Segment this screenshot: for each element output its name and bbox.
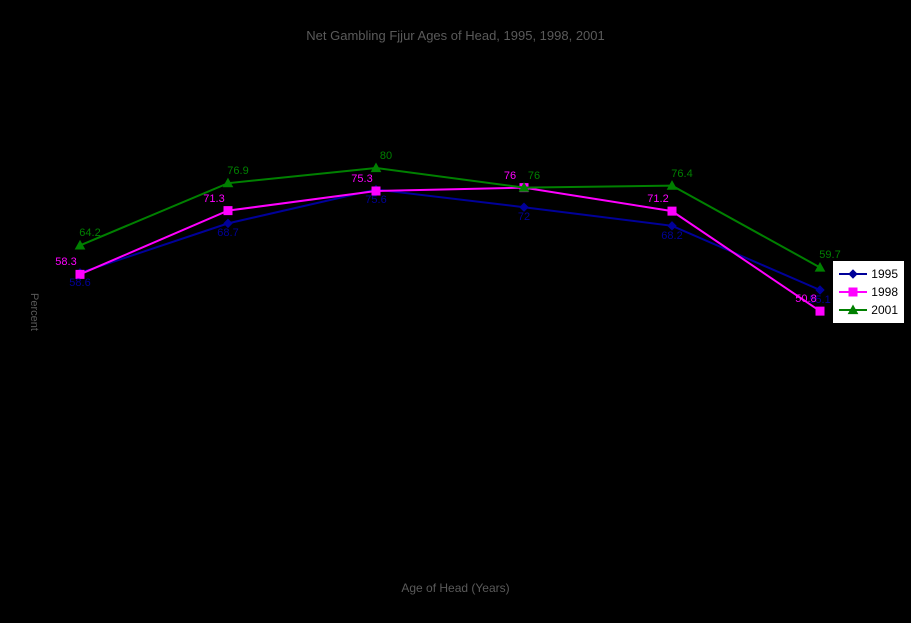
data-label: 75.6 [365, 194, 386, 206]
data-label: 58.3 [55, 256, 76, 268]
legend-item: 2001 [839, 301, 898, 319]
legend: 199519982001 [832, 260, 905, 324]
data-label: 76 [528, 170, 540, 182]
legend-swatch [839, 267, 867, 281]
data-label: 68.2 [661, 230, 682, 242]
data-label: 76.4 [671, 168, 692, 180]
legend-item: 1998 [839, 283, 898, 301]
data-label: 75.3 [351, 173, 372, 185]
data-label: 58.6 [69, 277, 90, 289]
legend-item: 1995 [839, 265, 898, 283]
data-label: 71.3 [203, 193, 224, 205]
legend-label: 2001 [871, 301, 898, 319]
legend-label: 1995 [871, 265, 898, 283]
data-label: 50.8 [795, 293, 816, 305]
legend-swatch [839, 285, 867, 299]
legend-label: 1998 [871, 283, 898, 301]
data-label: 72 [518, 211, 530, 223]
chart-plot [0, 0, 911, 623]
data-label: 80 [380, 150, 392, 162]
data-label: 64.2 [79, 227, 100, 239]
data-label: 76.9 [227, 165, 248, 177]
data-label: 76 [504, 170, 516, 182]
legend-swatch [839, 303, 867, 317]
chart-container: Net Gambling Fjjur Ages of Head, 1995, 1… [0, 0, 911, 623]
data-label: 68.7 [217, 227, 238, 239]
data-label: 71.2 [647, 193, 668, 205]
